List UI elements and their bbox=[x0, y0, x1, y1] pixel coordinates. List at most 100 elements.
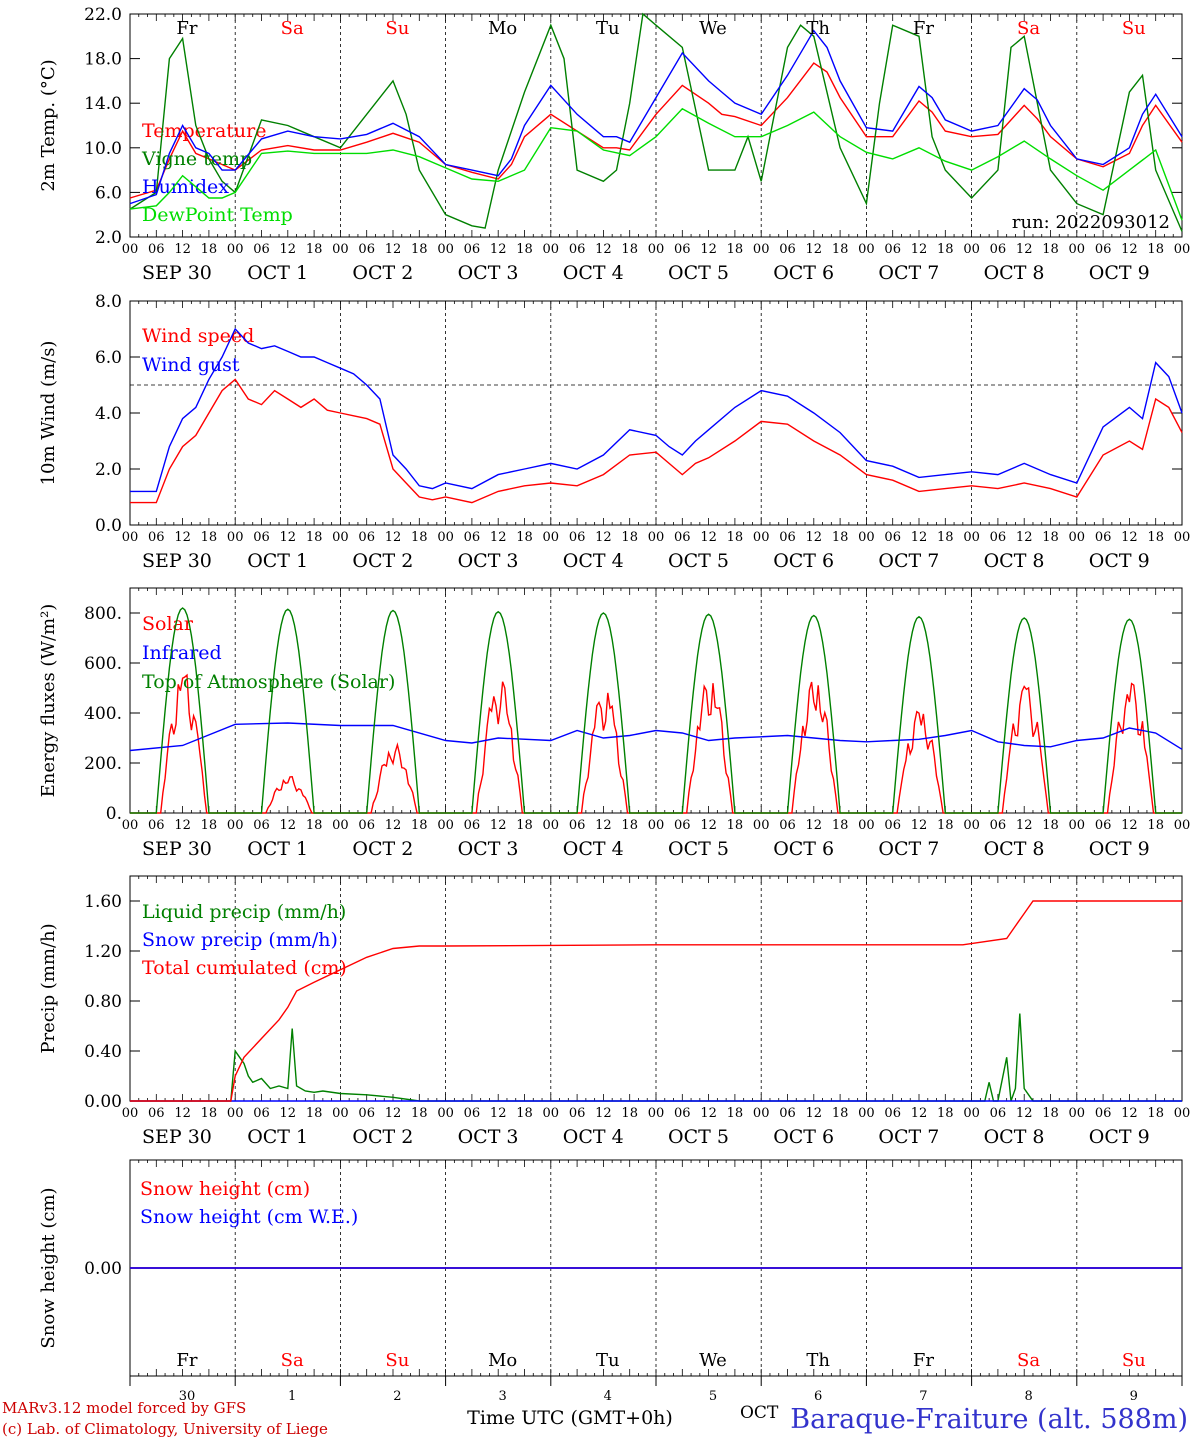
series-line-temperature bbox=[129, 62, 1183, 199]
hour-tick-label: 18 bbox=[516, 1106, 533, 1121]
hour-tick-label: 00 bbox=[1174, 1106, 1191, 1121]
hour-tick-label: 12 bbox=[385, 818, 402, 833]
hour-tick-label: 18 bbox=[1042, 242, 1059, 257]
hour-tick-label: 12 bbox=[385, 530, 402, 545]
hour-tick-label: 06 bbox=[990, 818, 1007, 833]
hour-tick-label: 00 bbox=[858, 530, 875, 545]
date-label: OCT 8 bbox=[984, 838, 1045, 860]
hour-tick-label: 12 bbox=[806, 818, 823, 833]
hour-tick-label: 06 bbox=[884, 1106, 901, 1121]
hour-tick-label: 00 bbox=[122, 818, 139, 833]
date-label: OCT 4 bbox=[563, 550, 624, 572]
hour-tick-label: 18 bbox=[411, 1106, 428, 1121]
day-number: 3 bbox=[498, 1389, 506, 1404]
hour-tick-label: 12 bbox=[1016, 242, 1033, 257]
series-line-liquid-precip-mm-h- bbox=[130, 1013, 1182, 1102]
hour-tick-label: 06 bbox=[253, 242, 270, 257]
day-number: 4 bbox=[604, 1389, 612, 1404]
hour-tick-label: 06 bbox=[569, 242, 586, 257]
hour-tick-label: 18 bbox=[411, 530, 428, 545]
hour-tick-label: 12 bbox=[911, 818, 928, 833]
hour-tick-label: 00 bbox=[1174, 530, 1191, 545]
series-line-dewpoint-temp bbox=[129, 107, 1183, 221]
hour-tick-label: 12 bbox=[490, 1106, 507, 1121]
hour-tick-label: 12 bbox=[280, 1106, 297, 1121]
hour-tick-label: 00 bbox=[332, 1106, 349, 1121]
hour-tick-label: 06 bbox=[674, 530, 691, 545]
hour-tick-label: 06 bbox=[148, 1106, 165, 1121]
hour-tick-label: 12 bbox=[1016, 1106, 1033, 1121]
date-label: OCT 3 bbox=[458, 838, 519, 860]
date-label: OCT 7 bbox=[878, 550, 939, 572]
hour-tick-label: 18 bbox=[832, 530, 849, 545]
panel-energy: 0. 200. 400. 600. 800. Energy fluxes (W/m²) So… bbox=[38, 587, 1190, 860]
plot-frame bbox=[129, 300, 1183, 526]
hour-tick-label: 18 bbox=[1042, 530, 1059, 545]
hour-tick-label: 06 bbox=[464, 530, 481, 545]
y-tick-label: 400. bbox=[84, 704, 122, 724]
hour-tick-label: 18 bbox=[621, 530, 638, 545]
hour-tick-label: 12 bbox=[700, 818, 717, 833]
hour-tick-label: 06 bbox=[569, 530, 586, 545]
day-number: 8 bbox=[1024, 1389, 1032, 1404]
day-name-bottom: Su bbox=[385, 1350, 409, 1371]
panel-wind: 0.0 2.0 4.0 6.0 8.0 10m Wind (m/s) Wind speed W… bbox=[38, 292, 1190, 572]
hour-tick-label: 18 bbox=[937, 242, 954, 257]
day-name-top: Tu bbox=[596, 18, 620, 39]
legend-entry: Humidex bbox=[142, 176, 229, 198]
date-label: OCT 9 bbox=[1089, 550, 1150, 572]
hour-tick-label: 00 bbox=[543, 1106, 560, 1121]
hour-tick-label: 12 bbox=[174, 530, 191, 545]
hour-tick-label: 18 bbox=[621, 818, 638, 833]
hour-tick-label: 00 bbox=[858, 818, 875, 833]
hour-tick-label: 12 bbox=[174, 242, 191, 257]
hour-tick-label: 18 bbox=[1147, 242, 1164, 257]
hour-tick-label: 12 bbox=[490, 818, 507, 833]
date-label: OCT 5 bbox=[668, 838, 729, 860]
hour-tick-label: 00 bbox=[332, 242, 349, 257]
hour-tick-label: 18 bbox=[1042, 818, 1059, 833]
day-name-top: Th bbox=[806, 18, 830, 39]
hour-tick-label: 00 bbox=[963, 530, 980, 545]
hour-tick-label: 18 bbox=[201, 242, 218, 257]
footer-model: MARv3.12 model forced by GFS bbox=[2, 1399, 246, 1417]
hour-tick-label: 18 bbox=[516, 818, 533, 833]
hour-tick-label: 00 bbox=[122, 242, 139, 257]
footer-lab: (c) Lab. of Climatology, University of L… bbox=[2, 1420, 328, 1438]
hour-tick-label: 06 bbox=[884, 242, 901, 257]
x-axis-label: Time UTC (GMT+0h) bbox=[467, 1407, 673, 1429]
date-label: OCT 4 bbox=[563, 1126, 624, 1148]
hour-tick-label: 06 bbox=[464, 1106, 481, 1121]
y-tick-label: 800. bbox=[84, 604, 122, 624]
hour-tick-label: 06 bbox=[464, 818, 481, 833]
hour-tick-label: 12 bbox=[806, 242, 823, 257]
day-name-bottom: Fr bbox=[176, 1350, 197, 1371]
hour-tick-label: 06 bbox=[884, 530, 901, 545]
day-number: 5 bbox=[709, 1389, 717, 1404]
hour-tick-label: 00 bbox=[753, 242, 770, 257]
day-number: 1 bbox=[288, 1389, 296, 1404]
date-label: OCT 7 bbox=[878, 838, 939, 860]
hour-tick-label: 00 bbox=[1069, 530, 1086, 545]
series-line-humidex bbox=[129, 29, 1183, 205]
hour-tick-label: 06 bbox=[674, 818, 691, 833]
hour-tick-label: 12 bbox=[490, 530, 507, 545]
hour-tick-label: 06 bbox=[464, 242, 481, 257]
day-number: 2 bbox=[393, 1389, 401, 1404]
hour-tick-label: 06 bbox=[569, 1106, 586, 1121]
hour-tick-label: 18 bbox=[832, 818, 849, 833]
hour-tick-label: 12 bbox=[490, 242, 507, 257]
hour-tick-label: 06 bbox=[1095, 242, 1112, 257]
hour-tick-label: 00 bbox=[122, 530, 139, 545]
hour-tick-label: 18 bbox=[727, 1106, 744, 1121]
date-label: OCT 8 bbox=[984, 262, 1045, 284]
date-label: OCT 5 bbox=[668, 262, 729, 284]
hour-tick-label: 00 bbox=[227, 530, 244, 545]
hour-tick-label: 12 bbox=[1016, 818, 1033, 833]
date-label: OCT 7 bbox=[878, 262, 939, 284]
day-name-top: Su bbox=[1122, 18, 1146, 39]
hour-tick-label: 06 bbox=[358, 1106, 375, 1121]
legend-entry: Temperature bbox=[142, 120, 266, 142]
hour-tick-label: 06 bbox=[674, 242, 691, 257]
series-line-wind-gust bbox=[130, 327, 1183, 493]
